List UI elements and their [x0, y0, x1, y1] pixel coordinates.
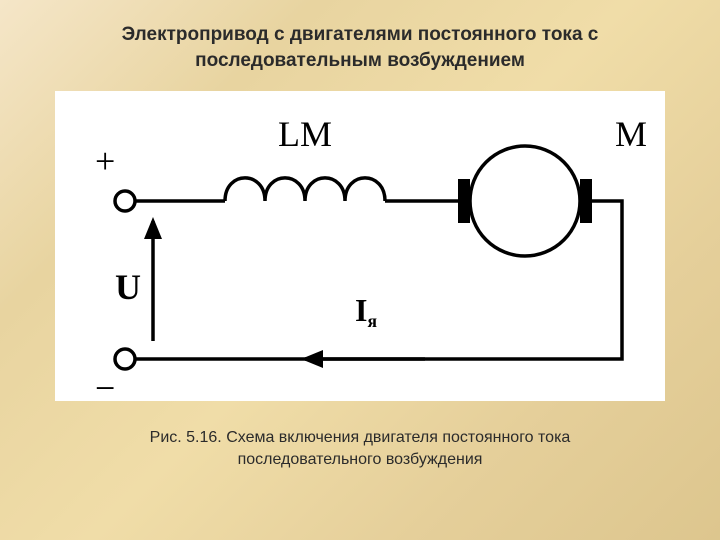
- slide-title: Электропривод с двигателями постоянного …: [40, 22, 680, 73]
- terminal-top-icon: [115, 191, 135, 211]
- inductor-icon: [225, 178, 385, 201]
- current-arrowhead-icon: [301, 350, 323, 368]
- terminal-bottom-icon: [115, 349, 135, 369]
- motor-brush-left-icon: [458, 179, 470, 223]
- caption-line-1: Рис. 5.16. Схема включения двигателя пос…: [150, 429, 571, 446]
- motor-icon: [470, 146, 580, 256]
- plus-label: +: [95, 141, 115, 181]
- current-label: Iя: [355, 292, 377, 331]
- caption-line-2: последовательного возбуждения: [238, 451, 483, 468]
- title-line-1: Электропривод с двигателями постоянного …: [122, 24, 599, 45]
- motor-label: M: [615, 114, 647, 154]
- voltage-label: U: [115, 267, 141, 307]
- voltage-arrowhead-icon: [144, 217, 162, 239]
- motor-brush-right-icon: [580, 179, 592, 223]
- inductor-label: LM: [278, 114, 332, 154]
- minus-label: −: [95, 368, 115, 401]
- circuit-svg: + − LM M U Iя: [55, 91, 665, 401]
- wire: [135, 201, 622, 359]
- slide: Электропривод с двигателями постоянного …: [0, 0, 720, 540]
- figure-caption: Рис. 5.16. Схема включения двигателя пос…: [40, 427, 680, 470]
- circuit-figure: + − LM M U Iя: [55, 91, 665, 401]
- title-line-2: последовательным возбуждением: [195, 50, 525, 71]
